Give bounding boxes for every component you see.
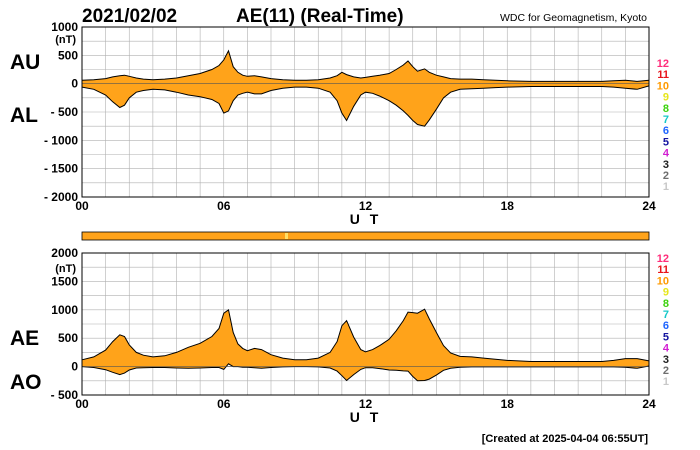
station-count-label: 2 [663, 170, 669, 182]
station-count-label: 10 [657, 80, 669, 92]
x-tick-label: 00 [75, 397, 89, 411]
x-tick-label: 00 [75, 199, 89, 213]
y-tick-label: 500 [58, 48, 78, 62]
station-count-label: 11 [657, 264, 669, 276]
station-count-label: 4 [663, 148, 670, 160]
y-tick-label: - 500 [51, 105, 79, 119]
plot-frame [81, 252, 650, 396]
station-count-label: 8 [663, 103, 669, 115]
station-count-label: 9 [663, 287, 669, 299]
station-count-label: 10 [657, 275, 669, 287]
y-tick-label: - 2000 [44, 190, 78, 204]
y-tick-label: - 500 [51, 388, 79, 402]
x-tick-label: 18 [501, 199, 515, 213]
station-count-label: 6 [663, 125, 669, 137]
y-tick-label: 1000 [51, 303, 78, 317]
date-label: 2021/02/02 [82, 6, 177, 27]
band-fill-au-al [82, 50, 649, 127]
station-count-label: 1 [663, 376, 669, 388]
x-axis-title: U T [350, 211, 382, 227]
chart-title: AE(11) (Real-Time) [236, 6, 404, 27]
station-count-label: 3 [663, 159, 669, 171]
x-tick-label: 12 [359, 199, 373, 213]
y-tick-label: 0 [71, 77, 78, 91]
station-count-label: 8 [663, 298, 669, 310]
y-tick-label: 500 [58, 331, 78, 345]
al-label: AL [10, 104, 38, 127]
station-count-label: 12 [657, 58, 669, 70]
x-tick-label: 24 [642, 397, 656, 411]
station-count-label: 4 [663, 343, 670, 355]
station-count-label: 7 [663, 309, 669, 321]
ao-label: AO [10, 371, 42, 394]
station-count-label: 5 [663, 331, 669, 343]
station-count-label: 2 [663, 365, 669, 377]
station-count-label: 7 [663, 114, 669, 126]
y-tick-label: 2000 [51, 246, 78, 260]
station-count-label: 6 [663, 320, 669, 332]
x-tick-label: 06 [217, 397, 231, 411]
plot-frame [81, 26, 650, 198]
x-tick-label: 06 [217, 199, 231, 213]
station-count-label: 11 [657, 69, 669, 81]
source-credit: WDC for Geomagnetism, Kyoto [500, 12, 647, 24]
y-tick-label: 1500 [51, 274, 78, 288]
band-fill-ae-ao [82, 309, 649, 381]
station-count-label: 5 [663, 136, 669, 148]
data-availability-bar [81, 231, 650, 241]
x-tick-label: 18 [501, 397, 515, 411]
unit-label-bottom: (nT) [55, 263, 76, 275]
x-tick-label: 12 [359, 397, 373, 411]
series-line-al [81, 85, 650, 127]
station-count-label: 3 [663, 354, 669, 366]
unit-label-top: (nT) [55, 34, 76, 46]
station-count-label: 9 [663, 92, 669, 104]
ae-label: AE [10, 327, 39, 350]
y-tick-label: 1000 [51, 20, 78, 34]
au-label: AU [10, 51, 40, 74]
data-availability-mark [285, 233, 288, 239]
y-tick-label: - 1500 [44, 162, 78, 176]
created-timestamp: [Created at 2025-04-04 06:55UT] [482, 433, 649, 445]
x-axis-title: U T [350, 409, 382, 425]
series-line-ae [81, 308, 650, 362]
series-line-au [81, 49, 650, 82]
y-tick-label: - 1000 [44, 133, 78, 147]
y-tick-label: 0 [71, 360, 78, 374]
station-count-label: 12 [657, 253, 669, 265]
x-tick-label: 24 [642, 199, 656, 213]
station-count-label: 1 [663, 181, 669, 193]
